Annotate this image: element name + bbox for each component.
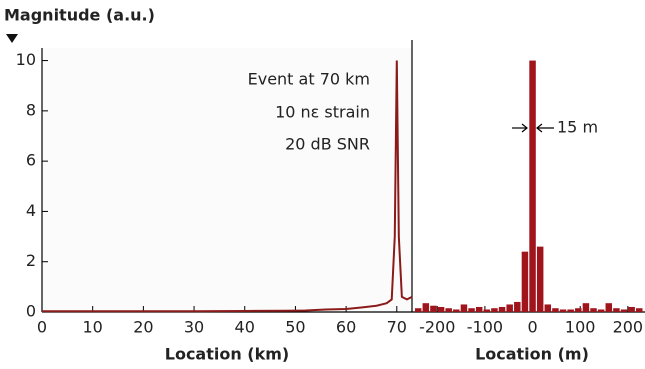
y-axis-label: Magnitude (a.u.) [4, 6, 155, 25]
x-axis-label: Location (m) [475, 345, 589, 364]
bar [475, 306, 483, 312]
y-tick-label: 0 [26, 302, 36, 321]
bar [567, 309, 574, 312]
x-tick-label: 30 [184, 318, 204, 337]
bar [552, 308, 559, 312]
bar [582, 303, 590, 312]
x-tick-label: 0 [527, 318, 537, 337]
y-tick-label: 2 [26, 251, 36, 270]
bar [544, 304, 552, 312]
bar [491, 308, 498, 312]
bar [628, 306, 635, 312]
annotation: Event at 70 km [248, 70, 370, 89]
y-tick-label: 4 [26, 201, 36, 220]
x-tick-label: 0 [37, 318, 47, 337]
y-tick-label: 6 [26, 151, 36, 170]
x-tick-label: -200 [419, 318, 455, 337]
bar [483, 309, 491, 312]
bar [636, 308, 643, 312]
bar [521, 251, 529, 312]
bar [514, 301, 521, 312]
x-tick-label: 10 [83, 318, 103, 337]
bar [597, 309, 605, 312]
x-tick-label: 20 [133, 318, 153, 337]
bar [575, 308, 582, 312]
x-tick-label: 100 [565, 318, 596, 337]
bar [437, 306, 445, 312]
bar [613, 308, 620, 312]
bar [445, 308, 452, 312]
annotation: 20 dB SNR [285, 135, 370, 154]
bar [605, 303, 613, 312]
x-axis-label: Location (km) [165, 345, 290, 364]
bar [460, 304, 468, 312]
bar [430, 305, 437, 312]
bar [536, 246, 544, 312]
annotation: 15 m [557, 118, 598, 137]
bar [422, 303, 430, 312]
bar [468, 308, 475, 312]
y-tick-label: 8 [26, 100, 36, 119]
width-arrows [512, 123, 554, 133]
line [42, 60, 413, 313]
bar [529, 60, 536, 313]
axis-marker [6, 34, 18, 43]
bar [498, 306, 506, 312]
annotation: 10 nε strain [275, 103, 370, 122]
bar [590, 308, 597, 312]
bar [559, 309, 567, 312]
x-tick-label: 50 [285, 318, 305, 337]
bar [453, 309, 460, 312]
y-tick-label: 10 [16, 50, 36, 69]
x-tick-label: 70 [387, 318, 407, 337]
x-tick-label: 200 [613, 318, 644, 337]
bar [620, 309, 628, 312]
x-tick-label: -100 [467, 318, 503, 337]
panel-background [42, 48, 412, 312]
x-tick-label: 60 [336, 318, 356, 337]
x-tick-label: 40 [235, 318, 255, 337]
bar [414, 308, 422, 312]
bar [506, 304, 513, 312]
